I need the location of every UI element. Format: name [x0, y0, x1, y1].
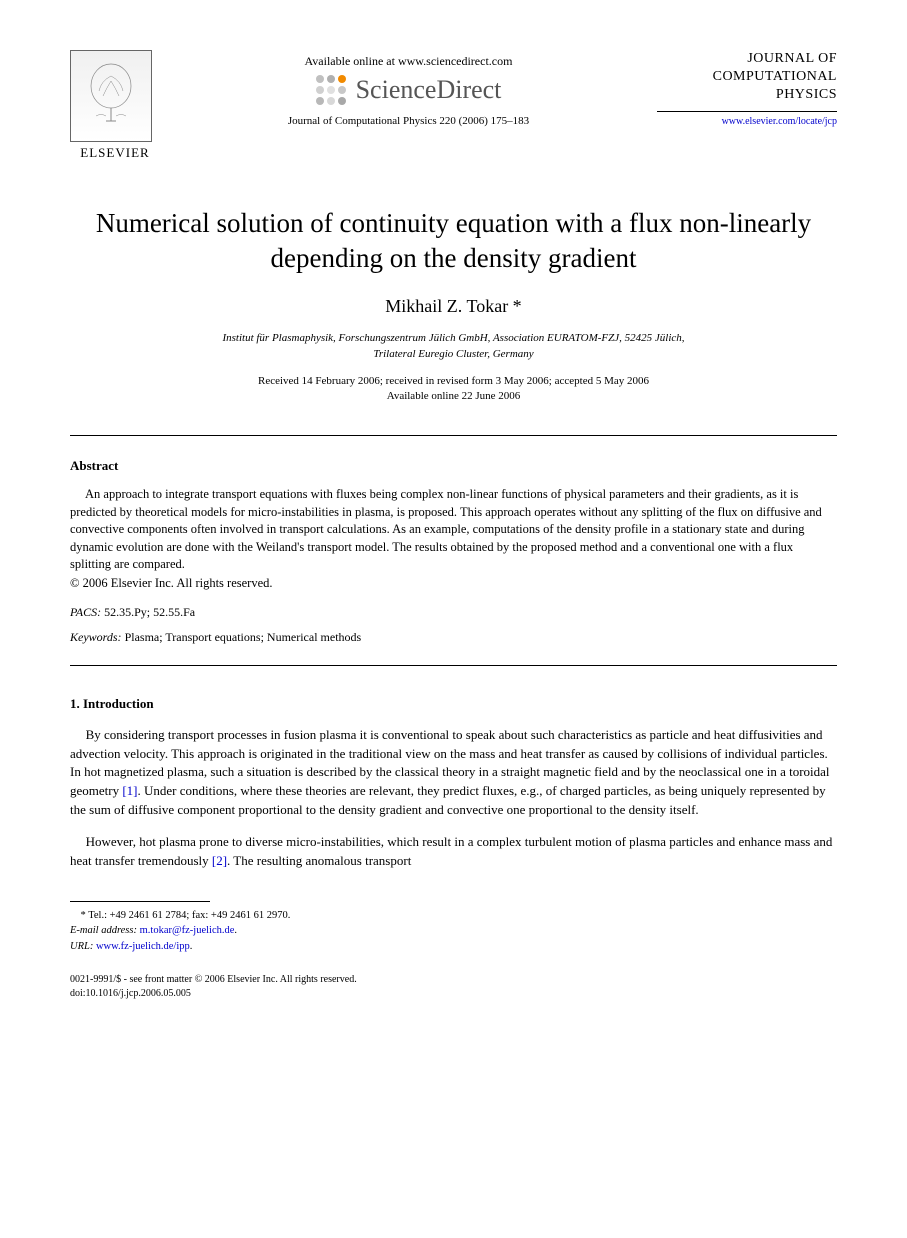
- url-label: URL:: [70, 941, 93, 952]
- email-link[interactable]: m.tokar@fz-juelich.de: [140, 925, 235, 936]
- affiliation-line: Institut für Plasmaphysik, Forschungszen…: [222, 332, 684, 344]
- para-text: . The resulting anomalous transport: [227, 853, 411, 868]
- footnote-separator: [70, 901, 210, 902]
- footer-line: doi:10.1016/j.jcp.2006.05.005: [70, 988, 191, 999]
- journal-title-line: PHYSICS: [657, 86, 837, 104]
- para-text: However, hot plasma prone to diverse mic…: [70, 834, 832, 868]
- affiliation-line: Trilateral Euregio Cluster, Germany: [373, 348, 533, 360]
- sd-dots-icon: [316, 75, 346, 105]
- affiliation: Institut für Plasmaphysik, Forschungszen…: [70, 331, 837, 362]
- citation-link[interactable]: [1]: [122, 783, 137, 798]
- available-online: Available online at www.sciencedirect.co…: [170, 54, 647, 69]
- section-heading: 1. Introduction: [70, 696, 837, 712]
- email-label: E-mail address:: [70, 925, 137, 936]
- header-row: ELSEVIER Available online at www.science…: [70, 50, 837, 161]
- journal-title-line: COMPUTATIONAL: [657, 68, 837, 86]
- journal-title-block: JOURNAL OF COMPUTATIONAL PHYSICS www.els…: [657, 50, 837, 127]
- divider: [70, 665, 837, 666]
- keywords: Keywords: Plasma; Transport equations; N…: [70, 630, 837, 645]
- footer-line: 0021-9991/$ - see front matter © 2006 El…: [70, 974, 357, 985]
- abstract-heading: Abstract: [70, 458, 837, 474]
- abstract-body: An approach to integrate transport equat…: [70, 486, 837, 574]
- elsevier-logo: ELSEVIER: [70, 50, 160, 161]
- body-paragraph: By considering transport processes in fu…: [70, 726, 837, 820]
- divider: [70, 435, 837, 436]
- center-header: Available online at www.sciencedirect.co…: [160, 50, 657, 127]
- article-title: Numerical solution of continuity equatio…: [90, 206, 817, 276]
- sciencedirect-name: ScienceDirect: [356, 75, 502, 105]
- keywords-values: Plasma; Transport equations; Numerical m…: [125, 630, 362, 644]
- para-text: . Under conditions, where these theories…: [70, 783, 826, 817]
- copyright: © 2006 Elsevier Inc. All rights reserved…: [70, 576, 837, 591]
- footnote: * Tel.: +49 2461 61 2784; fax: +49 2461 …: [70, 908, 837, 955]
- footer-info: 0021-9991/$ - see front matter © 2006 El…: [70, 973, 837, 1001]
- article-dates: Received 14 February 2006; received in r…: [70, 374, 837, 405]
- pacs: PACS: 52.35.Py; 52.55.Fa: [70, 605, 837, 620]
- journal-reference: Journal of Computational Physics 220 (20…: [170, 115, 647, 127]
- journal-title-line: JOURNAL OF: [657, 50, 837, 68]
- pacs-label: PACS:: [70, 605, 101, 619]
- footnote-telfax: Tel.: +49 2461 61 2784; fax: +49 2461 61…: [88, 910, 290, 921]
- body-paragraph: However, hot plasma prone to diverse mic…: [70, 833, 837, 871]
- url-link[interactable]: www.fz-juelich.de/ipp: [96, 941, 190, 952]
- elsevier-name: ELSEVIER: [70, 145, 160, 161]
- sciencedirect-logo: ScienceDirect: [170, 75, 647, 105]
- author: Mikhail Z. Tokar *: [70, 296, 837, 317]
- dates-line: Available online 22 June 2006: [387, 390, 521, 402]
- footnote-marker: *: [81, 910, 86, 921]
- elsevier-tree-icon: [70, 50, 152, 142]
- page: ELSEVIER Available online at www.science…: [0, 0, 907, 1041]
- dates-line: Received 14 February 2006; received in r…: [258, 375, 649, 387]
- pacs-values: 52.35.Py; 52.55.Fa: [104, 605, 195, 619]
- keywords-label: Keywords:: [70, 630, 122, 644]
- journal-url[interactable]: www.elsevier.com/locate/jcp: [657, 116, 837, 127]
- citation-link[interactable]: [2]: [212, 853, 227, 868]
